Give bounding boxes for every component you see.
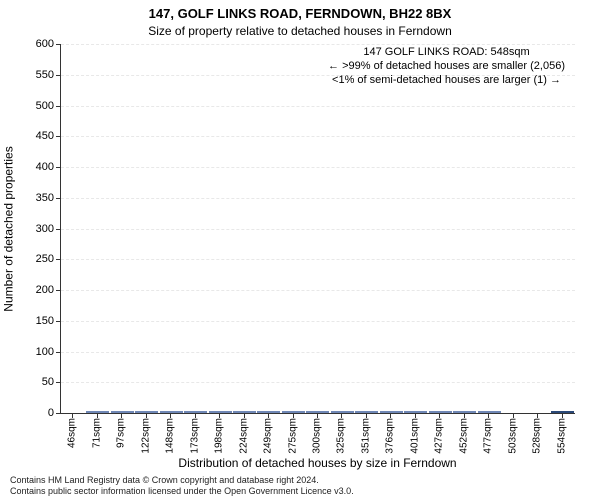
x-tick-label: 300sqm	[312, 418, 323, 454]
bar	[331, 411, 354, 413]
x-tick-label: 427sqm	[434, 418, 445, 454]
footer-line-2: Contains public sector information licen…	[10, 486, 354, 497]
bar	[453, 411, 476, 413]
bar	[233, 411, 256, 413]
bar-slot	[355, 411, 379, 413]
x-axis-label: Distribution of detached houses by size …	[60, 456, 575, 470]
x-tick-label: 477sqm	[483, 418, 494, 454]
bar	[478, 411, 501, 413]
bar	[257, 411, 280, 413]
annotation-line-2: ← >99% of detached houses are smaller (2…	[328, 60, 565, 74]
x-tick-label: 325sqm	[336, 418, 347, 454]
y-tick-label: 300	[36, 223, 54, 235]
bars-group	[61, 44, 575, 413]
bar-slot	[379, 411, 403, 413]
bar	[404, 411, 427, 413]
y-tick-label: 200	[36, 284, 54, 296]
x-tick-label: 122sqm	[140, 418, 151, 454]
bar	[135, 411, 158, 413]
bar-slot	[428, 411, 452, 413]
annotation-line-3: <1% of semi-detached houses are larger (…	[328, 74, 565, 88]
chart-container: 147, GOLF LINKS ROAD, FERNDOWN, BH22 8BX…	[0, 0, 600, 500]
bar-slot	[110, 411, 134, 413]
x-tick-label: 46sqm	[67, 418, 78, 448]
bar	[111, 411, 134, 413]
x-tick-label: 376sqm	[385, 418, 396, 454]
bar-slot	[477, 411, 501, 413]
annotation-box: 147 GOLF LINKS ROAD: 548sqm ← >99% of de…	[328, 46, 565, 87]
bar-slot	[404, 411, 428, 413]
chart-title-main: 147, GOLF LINKS ROAD, FERNDOWN, BH22 8BX	[0, 6, 600, 21]
x-tick-label: 148sqm	[165, 418, 176, 454]
y-tick-label: 600	[36, 38, 54, 50]
x-tick-label: 554sqm	[556, 418, 567, 454]
bar-slot	[183, 411, 207, 413]
bar	[355, 411, 378, 413]
bar	[306, 411, 329, 413]
bar	[86, 411, 109, 413]
bar-slot	[550, 411, 574, 413]
x-tick-label: 503sqm	[507, 418, 518, 454]
bar-slot	[208, 411, 232, 413]
bar	[380, 411, 403, 413]
y-tick-label: 50	[42, 376, 54, 388]
x-tick-label: 249sqm	[263, 418, 274, 454]
x-tick-label: 97sqm	[116, 418, 127, 448]
x-tick-label: 71sqm	[91, 418, 102, 448]
x-tick-label: 401sqm	[409, 418, 420, 454]
x-tick-label: 351sqm	[360, 418, 371, 454]
y-tick-label: 400	[36, 161, 54, 173]
bar-slot	[134, 411, 158, 413]
footer-line-1: Contains HM Land Registry data © Crown c…	[10, 475, 354, 486]
plot-area: 147 GOLF LINKS ROAD: 548sqm ← >99% of de…	[60, 44, 575, 414]
footer-credits: Contains HM Land Registry data © Crown c…	[10, 475, 354, 497]
bar-slot	[453, 411, 477, 413]
x-tick-label: 224sqm	[238, 418, 249, 454]
bar-slot	[85, 411, 109, 413]
x-tick-label: 198sqm	[214, 418, 225, 454]
x-tick-label: 275sqm	[287, 418, 298, 454]
y-tick-label: 500	[36, 100, 54, 112]
y-tick-label: 0	[48, 407, 54, 419]
bar-slot	[232, 411, 256, 413]
y-tick-label: 150	[36, 315, 54, 327]
chart-title-sub: Size of property relative to detached ho…	[0, 24, 600, 38]
y-tick-label: 450	[36, 130, 54, 142]
bar-slot	[281, 411, 305, 413]
x-tick-label: 528sqm	[532, 418, 543, 454]
y-axis: 050100150200250300350400450500550600	[0, 44, 60, 414]
bar	[429, 411, 452, 413]
annotation-line-1: 147 GOLF LINKS ROAD: 548sqm	[328, 46, 565, 60]
bar	[184, 411, 207, 413]
y-tick-label: 550	[36, 69, 54, 81]
y-tick-label: 250	[36, 253, 54, 265]
bar-slot	[330, 411, 354, 413]
x-tick-label: 173sqm	[189, 418, 200, 454]
bar-slot	[159, 411, 183, 413]
x-axis: 46sqm 71sqm 97sqm 122sqm 148sqm 173sqm 198sqm 2…	[60, 414, 575, 462]
bar	[160, 411, 183, 413]
bar-slot	[306, 411, 330, 413]
bar	[209, 411, 232, 413]
highlight-bar	[551, 411, 574, 413]
y-tick-label: 100	[36, 346, 54, 358]
y-tick-label: 350	[36, 192, 54, 204]
x-tick-label: 452sqm	[458, 418, 469, 454]
bar-slot	[257, 411, 281, 413]
bar	[282, 411, 305, 413]
